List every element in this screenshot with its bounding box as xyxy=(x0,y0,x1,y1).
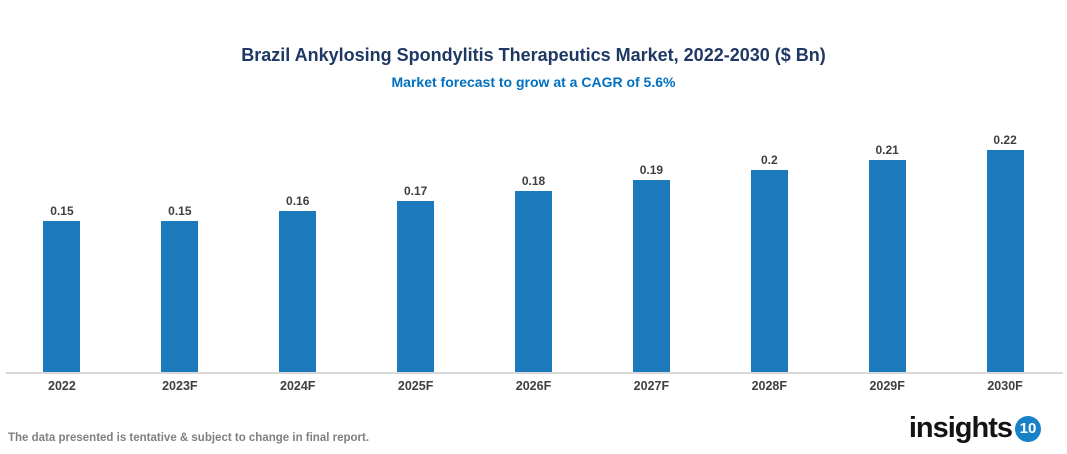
insights10-logo: insights 10 xyxy=(909,414,1041,443)
logo-wordmark: insights xyxy=(908,412,1013,444)
bar-group: 0.21 xyxy=(828,144,946,373)
bar-value-label: 0.22 xyxy=(993,133,1017,147)
bar xyxy=(161,221,199,373)
x-axis-tick-label: 2030F xyxy=(987,379,1023,393)
bar-group: 0.16 xyxy=(239,195,357,373)
logo-10-badge-icon: 10 xyxy=(1015,415,1041,442)
chart-title: Brazil Ankylosing Spondylitis Therapeuti… xyxy=(241,45,826,65)
bar-value-label: 0.2 xyxy=(760,153,778,167)
bar-value-label: 0.21 xyxy=(875,143,899,157)
bar-value-label: 0.19 xyxy=(639,163,664,177)
bar-group: 0.2 xyxy=(710,154,828,373)
bar-value-label: 0.15 xyxy=(168,204,192,218)
bar-group: 0.22 xyxy=(946,134,1064,373)
bar xyxy=(397,201,435,373)
bar xyxy=(43,221,81,373)
x-axis-tick-label: 2025F xyxy=(397,379,434,393)
x-axis-tick-label: 2027F xyxy=(633,379,670,393)
x-axis-tick-label: 2028F xyxy=(751,379,788,393)
plot-area: 0.15 0.15 0.16 0.17 0.18 0.19 0.2 xyxy=(3,113,1064,373)
bar-group: 0.19 xyxy=(592,164,710,373)
bar-value-label: 0.17 xyxy=(403,184,428,198)
disclaimer-text: The data presented is tentative & subjec… xyxy=(8,432,370,444)
bar-group: 0.18 xyxy=(475,175,593,373)
bar-value-label: 0.16 xyxy=(286,194,310,208)
x-axis-tick-label: 2029F xyxy=(869,379,905,393)
bar-value-label: 0.18 xyxy=(521,174,546,188)
bar-group: 0.15 xyxy=(3,205,121,373)
bar xyxy=(750,170,788,373)
bar xyxy=(868,160,906,373)
x-axis-tick-label: 2023F xyxy=(162,379,198,393)
bar-group: 0.17 xyxy=(357,185,475,373)
chart-header: Brazil Ankylosing Spondylitis Therapeuti… xyxy=(0,45,1067,90)
x-axis-tick-label: 2026F xyxy=(515,379,552,393)
bar xyxy=(986,150,1024,373)
bar-group: 0.15 xyxy=(121,205,239,373)
chart-subtitle: Market forecast to grow at a CAGR of 5.6… xyxy=(391,74,676,90)
bar xyxy=(279,211,317,373)
bar xyxy=(515,191,552,373)
x-axis-tick-label: 2022 xyxy=(48,379,76,393)
bar xyxy=(632,180,670,373)
bar-value-label: 0.15 xyxy=(50,204,74,218)
x-axis-tick-label: 2024F xyxy=(280,379,316,393)
x-axis-tick-labels: 2022 2023F 2024F 2025F 2026F 2027F 2028F 2029F 2… xyxy=(3,379,1064,393)
x-axis-line xyxy=(6,372,1063,374)
